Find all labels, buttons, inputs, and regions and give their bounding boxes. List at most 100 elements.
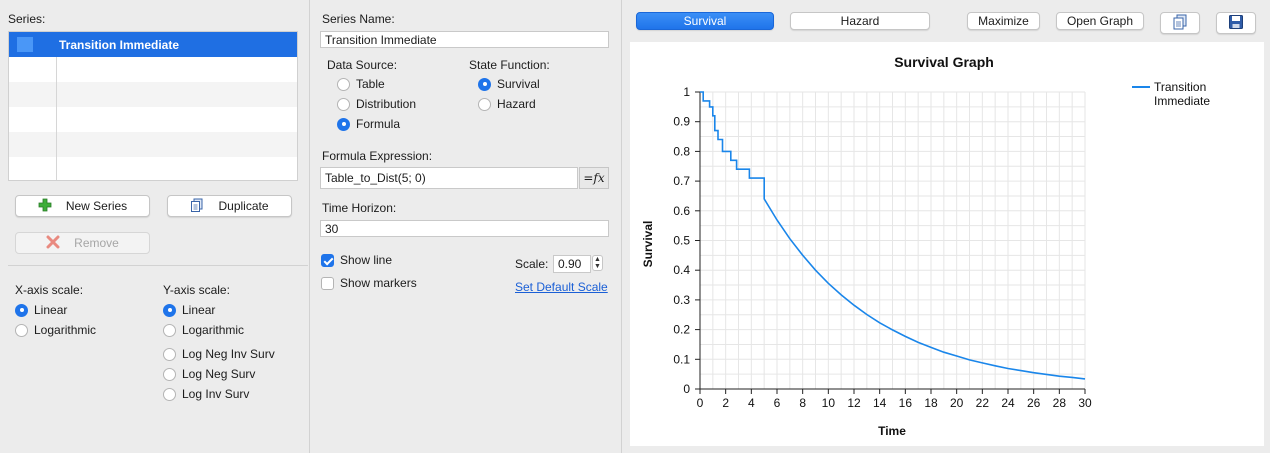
x-tick-label: 18 — [924, 396, 938, 410]
new-series-button[interactable]: New Series — [15, 195, 150, 217]
scale-label: Scale: — [515, 257, 549, 271]
x-axis-linear-radio[interactable]: Linear — [15, 303, 67, 317]
copy-graph-button[interactable] — [1160, 12, 1200, 34]
y-axis-label: Survival — [641, 221, 655, 268]
data-source-distribution-radio[interactable]: Distribution — [337, 97, 416, 111]
scale-input[interactable]: 0.90 — [553, 255, 591, 273]
radio-label: Logarithmic — [34, 323, 97, 337]
divider — [8, 265, 308, 266]
series-row-empty — [9, 157, 297, 180]
show-markers-checkbox[interactable]: Show markers — [321, 276, 417, 290]
fx-button[interactable]: =fx — [579, 167, 609, 189]
chevron-down-icon: ▼ — [594, 263, 601, 270]
y-tick-label: 0 — [683, 382, 690, 396]
radio-indicator — [163, 347, 176, 361]
scale-stepper[interactable]: ▲ ▼ — [592, 255, 603, 271]
radio-indicator — [337, 97, 350, 111]
formula-expression-input[interactable]: Table_to_Dist(5; 0) — [320, 167, 578, 189]
y-tick-label: 0.6 — [673, 204, 690, 218]
remove-button[interactable]: Remove — [15, 232, 150, 254]
y-tick-label: 1 — [683, 85, 690, 99]
state-function-hazard-radio[interactable]: Hazard — [478, 97, 536, 111]
radio-label: Log Inv Surv — [182, 387, 250, 401]
legend-label-line: Immediate — [1154, 94, 1210, 108]
y-tick-label: 0.4 — [673, 263, 690, 277]
y-axis-linear-radio[interactable]: Linear — [163, 303, 215, 317]
radio-indicator — [163, 367, 176, 381]
radio-indicator — [478, 77, 491, 91]
x-tick-label: 16 — [899, 396, 913, 410]
series-row-selected[interactable]: Transition Immediate — [9, 32, 297, 57]
x-tick-label: 6 — [774, 396, 781, 410]
x-axis-scale-label: X-axis scale: — [15, 283, 84, 297]
series-label: Series: — [8, 12, 46, 26]
x-axis-logarithmic-radio[interactable]: Logarithmic — [15, 323, 96, 337]
legend-label: Transition Immediate — [1154, 80, 1210, 108]
radio-indicator — [163, 303, 176, 317]
new-series-label: New Series — [65, 199, 128, 213]
radio-label: Survival — [497, 77, 540, 91]
series-row-name: Transition Immediate — [59, 38, 180, 52]
series-list[interactable]: Transition Immediate — [8, 31, 298, 181]
chart-title: Survival Graph — [894, 54, 994, 70]
y-tick-label: 0.5 — [673, 234, 690, 248]
tab-hazard[interactable]: Hazard — [790, 12, 930, 30]
data-source-table-radio[interactable]: Table — [337, 77, 385, 91]
radio-label: Logarithmic — [182, 323, 245, 337]
radio-indicator — [163, 323, 176, 337]
survival-chart: 0 2 4 6 8 10 12 14 16 18 20 22 24 26 28 3000.10.20.30.4… — [641, 54, 1210, 438]
open-graph-button[interactable]: Open Graph — [1056, 12, 1144, 30]
x-tick-label: 0 — [697, 396, 704, 410]
y-tick-label: 0.2 — [673, 323, 690, 337]
panel-divider — [621, 0, 622, 453]
panel-divider — [309, 0, 310, 453]
remove-icon — [46, 235, 60, 252]
series-line — [700, 91, 1086, 380]
x-tick-label: 26 — [1027, 396, 1041, 410]
x-tick-label: 8 — [799, 396, 806, 410]
x-tick-label: 10 — [822, 396, 836, 410]
x-tick-label: 30 — [1078, 396, 1092, 410]
y-axis-logarithmic-radio[interactable]: Logarithmic — [163, 323, 244, 337]
state-function-survival-radio[interactable]: Survival — [478, 77, 540, 91]
radio-label: Formula — [356, 117, 401, 131]
duplicate-label: Duplicate — [218, 199, 269, 213]
time-horizon-input[interactable]: 30 — [320, 220, 609, 237]
set-default-scale-link[interactable]: Set Default Scale — [515, 280, 608, 294]
x-tick-label: 12 — [847, 396, 861, 410]
radio-indicator — [337, 77, 350, 91]
radio-label: Distribution — [356, 97, 417, 111]
y-tick-label: 0.7 — [673, 174, 690, 188]
radio-indicator — [337, 117, 350, 131]
radio-label: Log Neg Inv Surv — [182, 347, 275, 361]
radio-label: Linear — [182, 303, 216, 317]
save-icon — [1228, 14, 1244, 33]
y-axis-log-inv-surv-radio[interactable]: Log Inv Surv — [163, 387, 249, 401]
y-axis-log-neg-inv-surv-radio[interactable]: Log Neg Inv Surv — [163, 347, 275, 361]
series-name-input[interactable]: Transition Immediate — [320, 31, 609, 48]
checkbox-indicator — [321, 253, 334, 267]
y-axis-log-neg-surv-radio[interactable]: Log Neg Surv — [163, 367, 255, 381]
x-tick-label: 4 — [748, 396, 755, 410]
duplicate-button[interactable]: Duplicate — [167, 195, 292, 217]
state-function-label: State Function: — [469, 58, 550, 72]
y-tick-label: 0.9 — [673, 115, 690, 129]
x-tick-label: 22 — [976, 396, 990, 410]
data-source-label: Data Source: — [327, 58, 398, 72]
series-name-label: Series Name: — [322, 12, 395, 26]
series-row-empty — [9, 57, 297, 82]
data-source-formula-radio[interactable]: Formula — [337, 117, 400, 131]
x-axis-label: Time — [878, 424, 906, 438]
tab-survival[interactable]: Survival — [636, 12, 774, 30]
remove-label: Remove — [74, 236, 119, 250]
checkbox-label: Show markers — [340, 276, 417, 290]
save-graph-button[interactable] — [1216, 12, 1256, 34]
y-tick-label: 0.8 — [673, 144, 690, 158]
show-line-checkbox[interactable]: Show line — [321, 253, 392, 267]
formula-expression-label: Formula Expression: — [322, 149, 433, 163]
plus-icon — [38, 198, 52, 215]
checkbox-indicator — [321, 276, 334, 290]
maximize-button[interactable]: Maximize — [967, 12, 1040, 30]
radio-indicator — [163, 387, 176, 401]
radio-indicator — [478, 97, 491, 111]
